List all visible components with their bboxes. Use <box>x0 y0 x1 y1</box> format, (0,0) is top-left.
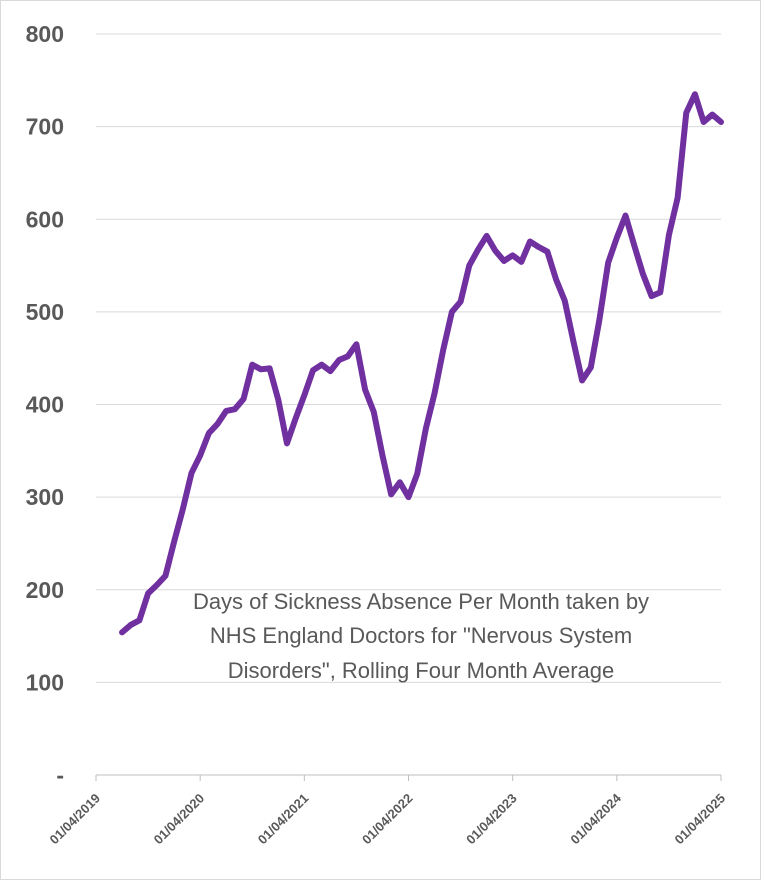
y-tick-label: - <box>56 762 64 788</box>
y-tick-label: 100 <box>26 669 64 695</box>
data-point <box>512 254 514 256</box>
data-point <box>451 311 453 313</box>
chart-title-line-1: Days of Sickness Absence Per Month taken… <box>193 589 649 614</box>
x-tick-label: 01/04/2019 <box>46 791 103 848</box>
data-point <box>295 417 297 419</box>
series-points-1 <box>121 93 722 633</box>
data-point <box>225 410 227 412</box>
data-point <box>199 454 201 456</box>
data-point <box>677 197 679 199</box>
chart-title-line-3: Disorders", Rolling Four Month Average <box>228 658 614 683</box>
data-point <box>564 300 566 302</box>
data-point <box>711 114 713 116</box>
data-point <box>217 423 219 425</box>
data-point <box>303 394 305 396</box>
data-point <box>572 341 574 343</box>
data-point <box>520 261 522 263</box>
data-point <box>651 295 653 297</box>
data-point <box>234 408 236 410</box>
data-point <box>546 251 548 253</box>
data-point <box>381 454 383 456</box>
data-point <box>138 619 140 621</box>
x-tick-label: 01/04/2020 <box>151 791 208 848</box>
x-tick-label: 01/04/2024 <box>567 790 624 847</box>
data-point <box>625 215 627 217</box>
data-point <box>251 364 253 366</box>
data-point <box>555 278 557 280</box>
data-point <box>668 234 670 236</box>
data-point <box>616 237 618 239</box>
data-point <box>633 244 635 246</box>
data-point <box>642 273 644 275</box>
x-tick-label: 01/04/2025 <box>671 791 728 848</box>
data-point <box>269 367 271 369</box>
data-point <box>425 428 427 430</box>
data-point <box>156 584 158 586</box>
data-point <box>659 291 661 293</box>
data-point <box>434 392 436 394</box>
data-point <box>581 379 583 381</box>
data-point <box>208 432 210 434</box>
data-point <box>277 399 279 401</box>
series-line-1 <box>119 91 724 636</box>
x-tick-label: 01/04/2023 <box>463 791 520 848</box>
y-tick-label: 800 <box>26 21 64 47</box>
y-tick-label: 500 <box>26 299 64 325</box>
data-point <box>460 301 462 303</box>
data-point <box>399 481 401 483</box>
data-point <box>494 250 496 252</box>
data-point <box>147 592 149 594</box>
data-point <box>260 368 262 370</box>
data-point <box>355 343 357 345</box>
gridlines <box>96 33 721 683</box>
x-axis-tick-labels: 01/04/2019 01/04/2020 01/04/2021 01/04/2022… <box>46 790 728 847</box>
data-point <box>347 355 349 357</box>
data-point <box>590 366 592 368</box>
series-layer <box>119 91 724 636</box>
chart-title: Days of Sickness Absence Per Month taken… <box>193 589 649 683</box>
data-point <box>503 260 505 262</box>
data-point <box>598 318 600 320</box>
x-tick-label: 01/04/2022 <box>359 791 416 848</box>
data-point <box>164 575 166 577</box>
data-point <box>182 508 184 510</box>
data-point <box>286 442 288 444</box>
data-point <box>190 472 192 474</box>
chart-title-line-2: NHS England Doctors for "Nervous System <box>210 623 632 648</box>
data-point <box>486 235 488 237</box>
data-point <box>442 349 444 351</box>
data-point <box>390 493 392 495</box>
y-tick-label: 300 <box>26 484 64 510</box>
data-point <box>720 121 722 123</box>
data-point <box>468 265 470 267</box>
x-tick-label: 01/04/2021 <box>255 791 312 848</box>
data-point <box>529 240 531 242</box>
data-point <box>607 262 609 264</box>
y-tick-label: 400 <box>26 392 64 418</box>
y-axis-tick-labels: - 100 200 300 400 500 600 700 800 <box>26 21 64 788</box>
data-point <box>364 389 366 391</box>
data-point <box>329 370 331 372</box>
data-point <box>243 398 245 400</box>
data-point <box>338 359 340 361</box>
data-point <box>321 364 323 366</box>
axes <box>95 774 722 781</box>
y-tick-label: 700 <box>26 114 64 140</box>
data-point <box>694 93 696 95</box>
y-tick-label: 200 <box>26 577 64 603</box>
data-point <box>477 249 479 251</box>
data-point <box>538 246 540 248</box>
data-point <box>703 121 705 123</box>
data-point <box>173 541 175 543</box>
data-point <box>685 112 687 114</box>
data-point <box>373 411 375 413</box>
data-point <box>312 369 314 371</box>
data-point <box>121 631 123 633</box>
data-point <box>130 624 132 626</box>
y-tick-label: 600 <box>26 206 64 232</box>
data-point <box>416 473 418 475</box>
data-point <box>408 496 409 498</box>
